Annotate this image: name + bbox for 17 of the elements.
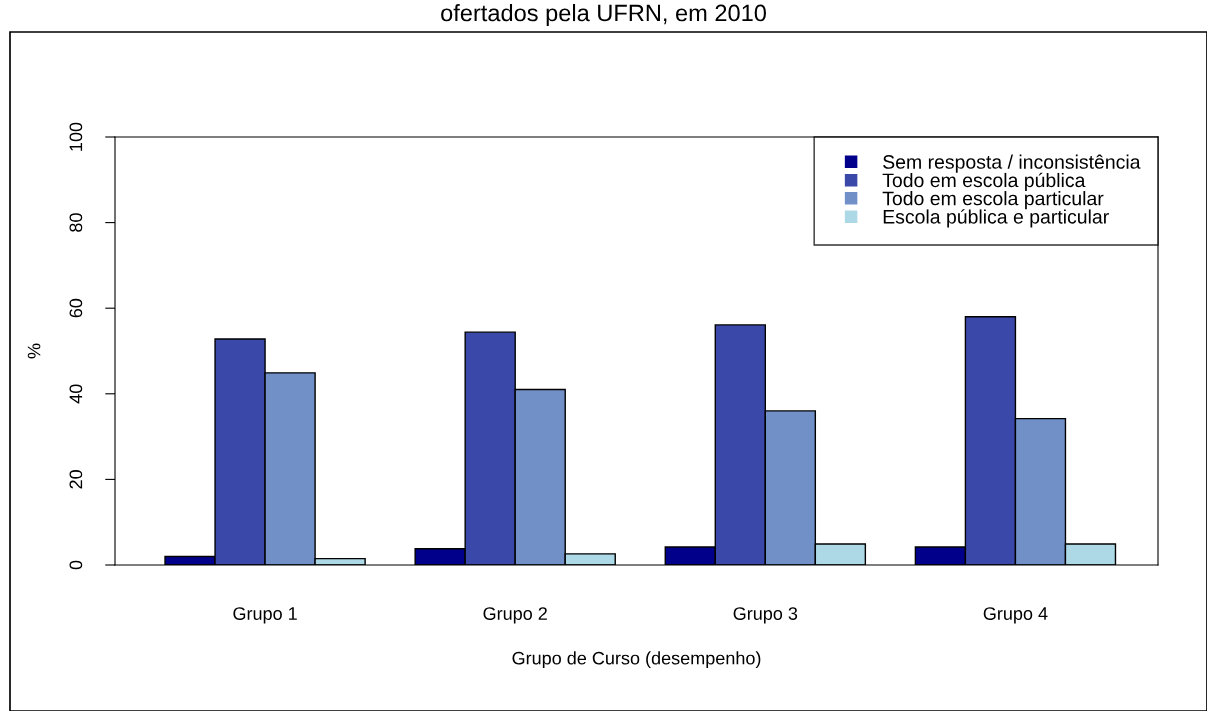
legend-label: Escola pública e particular <box>883 209 1109 228</box>
chart-title: ofertados pela UFRN, em 2010 <box>441 4 766 27</box>
x-tick-label: Grupo 3 <box>733 607 798 624</box>
legend-label: Todo em escola particular <box>882 191 1104 210</box>
y-tick-label: 80 <box>69 213 83 232</box>
y-tick-label: 0 <box>69 560 83 570</box>
y-tick-label: 100 <box>69 122 83 151</box>
legend-label: Sem resposta / inconsistência <box>883 154 1141 173</box>
y-tick-label: 60 <box>69 298 83 318</box>
y-tick-label: 40 <box>69 384 83 404</box>
x-tick-label: Grupo 2 <box>483 607 547 624</box>
x-tick-label: Grupo 1 <box>233 607 297 624</box>
x-tick-label: Grupo 4 <box>983 607 1048 624</box>
legend-label: Todo em escola pública <box>882 172 1086 192</box>
x-axis-title: Grupo de Curso (desempenho) <box>512 651 761 669</box>
y-tick-label: 20 <box>69 470 83 489</box>
y-axis-title: % <box>27 343 41 359</box>
